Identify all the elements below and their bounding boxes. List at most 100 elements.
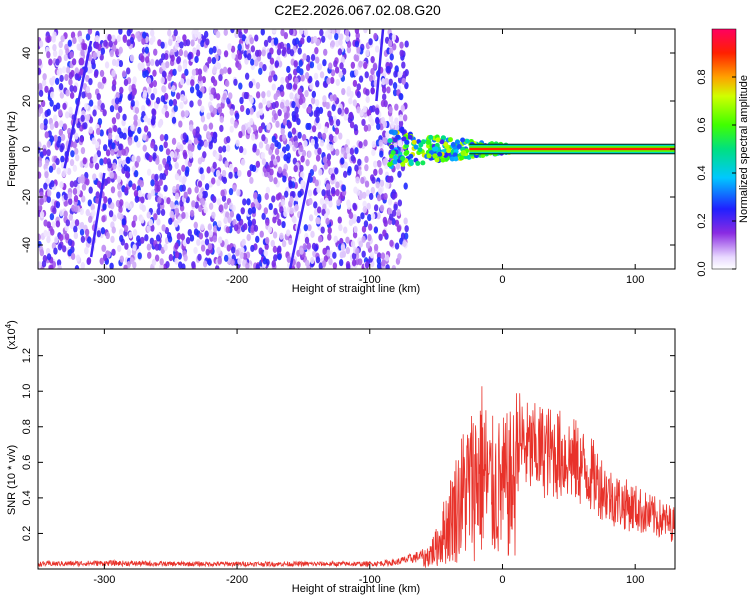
spectrogram-cell xyxy=(180,93,185,102)
spectrogram-cell xyxy=(277,218,282,226)
spectrogram-cell xyxy=(46,140,51,148)
spectrogram-cell xyxy=(132,76,137,84)
spectrogram-cell xyxy=(132,229,138,237)
spectrogram-cell xyxy=(123,264,128,269)
spectrogram-cell xyxy=(279,232,284,240)
spectrogram-cell xyxy=(267,226,273,234)
spectrogram-cell xyxy=(316,217,321,225)
spectrogram-cell xyxy=(291,101,296,109)
spectrogram-cell xyxy=(321,132,327,140)
spectrogram-cell xyxy=(118,205,123,214)
spectrogram-cell xyxy=(268,174,274,183)
spectrogram-cell xyxy=(58,48,63,57)
spectrogram-cell xyxy=(346,40,352,48)
spectrogram-cell xyxy=(59,209,64,217)
spectrogram-cell xyxy=(332,262,338,269)
spectrogram-cell xyxy=(117,149,123,157)
spectrogram-cell xyxy=(63,210,68,218)
spectrogram-cell xyxy=(84,171,89,180)
spectrogram-cell xyxy=(136,140,141,148)
spectrogram-cell xyxy=(394,219,400,227)
spectrogram-cell xyxy=(133,190,139,198)
spectrogram-cell xyxy=(95,196,100,204)
spectrogram-cell xyxy=(203,140,209,148)
spectrogram-cell xyxy=(322,156,328,164)
spectrogram-cell xyxy=(348,218,354,227)
spectrogram-cell xyxy=(157,163,163,172)
spectrogram-cell xyxy=(40,99,46,108)
spectrogram-cell xyxy=(408,161,414,167)
spectrogram-cell xyxy=(143,125,149,133)
spectrogram-cell xyxy=(58,83,64,91)
spectrogram-cell xyxy=(230,258,235,266)
spectrogram-cell xyxy=(330,187,336,195)
spectrogram-cell xyxy=(355,176,360,184)
spectrogram-cell xyxy=(197,99,202,107)
spectrogram-cell xyxy=(44,85,49,93)
spectrogram-cell xyxy=(196,89,201,97)
x-tick-label: -200 xyxy=(226,574,248,586)
spectrogram-cell xyxy=(241,238,246,246)
spectrogram-cell xyxy=(294,77,299,85)
spectrogram-cell xyxy=(432,153,438,159)
spectrogram-cell xyxy=(176,56,182,64)
spectrogram-cell xyxy=(400,161,406,167)
spectrogram-cell xyxy=(122,132,127,140)
spectrogram-cell xyxy=(407,134,413,140)
spectrogram-cell xyxy=(140,55,145,63)
spectrogram-cell xyxy=(335,78,340,87)
spectrogram-cell xyxy=(328,62,333,70)
spectrogram-cell xyxy=(222,66,228,74)
spectrogram-cell xyxy=(160,208,166,217)
spectrogram-cell xyxy=(379,204,385,212)
spectrogram-cell xyxy=(137,189,142,198)
spectrogram-cell xyxy=(154,254,160,262)
spectrogram-cell xyxy=(79,221,85,230)
spectrogram-cell xyxy=(358,240,363,248)
spectrogram-cell xyxy=(299,144,304,153)
spectrogram-cell xyxy=(262,63,267,72)
spectrogram-cell xyxy=(244,72,250,80)
spectrogram-cell xyxy=(73,225,78,233)
spectrogram-cell xyxy=(194,201,199,209)
spectrogram-cell xyxy=(207,243,213,251)
spectrogram-cell xyxy=(373,204,379,212)
spectrogram-cell xyxy=(275,193,281,201)
spectrogram-cell xyxy=(71,58,77,66)
spectrogram-cell xyxy=(61,66,67,74)
spectrogram-cell xyxy=(211,211,216,219)
spectrogram-cell xyxy=(229,125,234,133)
spectrogram-cell xyxy=(336,29,341,34)
spectrogram-cell xyxy=(480,152,486,158)
spectrogram-cell xyxy=(268,75,273,83)
spectrogram-cell xyxy=(132,243,137,252)
spectrogram-cell xyxy=(332,94,337,102)
spectrogram-cell xyxy=(307,224,312,232)
spectrogram-cell xyxy=(188,151,193,159)
spectrogram-cell xyxy=(387,198,393,206)
spectrogram-cell xyxy=(111,34,116,42)
spectrogram-cell xyxy=(51,221,56,229)
spectrogram-cell xyxy=(425,139,431,145)
spectrogram-cell xyxy=(313,201,318,209)
spectrogram-cell xyxy=(134,106,140,114)
spectrogram-cell xyxy=(271,135,277,143)
spectrogram-cell xyxy=(180,233,186,241)
spectrogram-cell xyxy=(325,102,330,110)
spectrogram-cell xyxy=(236,189,241,197)
spectrogram-cell xyxy=(219,124,224,133)
spectrogram-cell xyxy=(179,101,184,110)
spectrogram-cell xyxy=(300,155,305,163)
spectrogram-cell xyxy=(111,58,117,67)
spectrogram-cell xyxy=(363,61,368,70)
spectrogram-cell xyxy=(272,216,277,224)
spectrogram-cell xyxy=(362,105,367,113)
spectrogram-cell xyxy=(362,206,368,214)
spectrogram-cell xyxy=(309,61,315,69)
spectrogram-cell xyxy=(287,73,293,81)
spectrogram-cell xyxy=(230,117,235,125)
spectrogram-cell xyxy=(273,207,278,216)
spectrogram-cell xyxy=(150,179,155,187)
spectrogram-cell xyxy=(246,198,251,206)
spectrogram-cell xyxy=(204,183,210,191)
